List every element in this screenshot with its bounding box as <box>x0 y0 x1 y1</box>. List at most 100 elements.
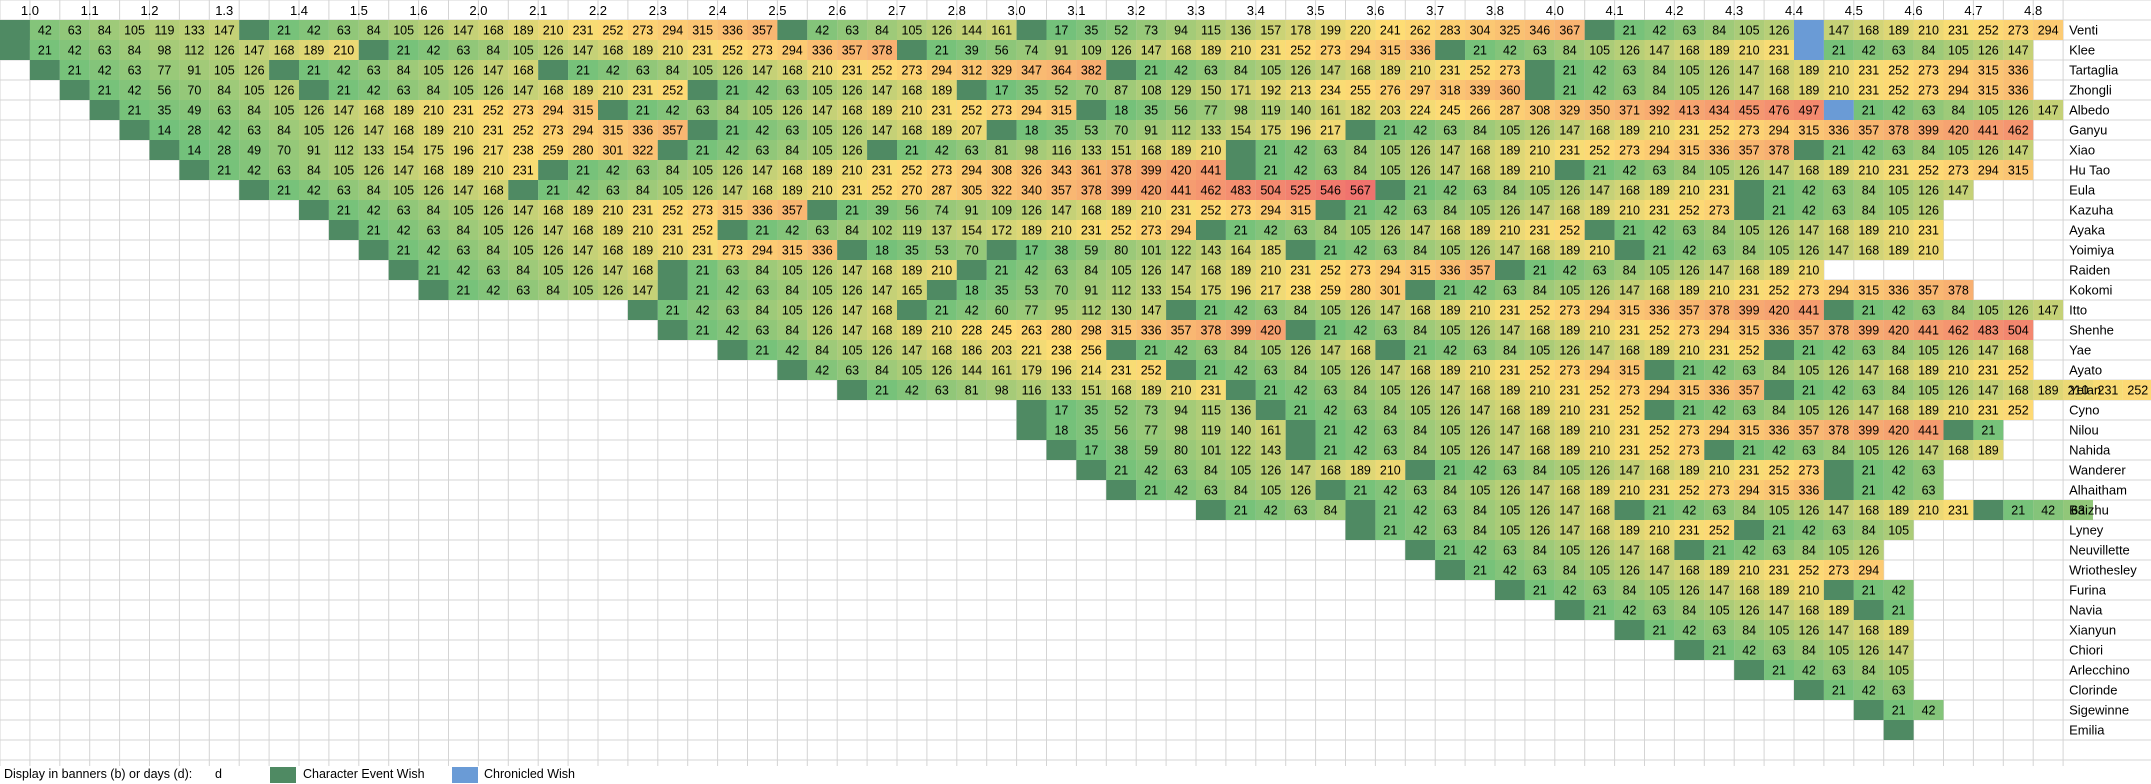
cell-value: 315 <box>1978 84 1999 98</box>
cell-value: 168 <box>393 124 414 138</box>
cell-value: 147 <box>1589 184 1610 198</box>
cell-value: 84 <box>1682 164 1696 178</box>
heat-cell <box>1614 20 1645 40</box>
event-wish-cell <box>1106 480 1137 500</box>
cell-value: 84 <box>1742 504 1756 518</box>
event-wish-cell <box>1225 380 1256 400</box>
cell-value: 133 <box>1051 384 1072 398</box>
cell-value: 168 <box>1410 304 1431 318</box>
heat-cell <box>2003 40 2034 60</box>
cell-value: 210 <box>1410 64 1431 78</box>
cell-value: 273 <box>692 204 713 218</box>
display-mode-value[interactable]: d <box>215 767 222 781</box>
cell-value: 21 <box>755 344 769 358</box>
heat-cell <box>1823 120 1854 140</box>
cell-value: 105 <box>453 204 474 218</box>
cell-value: 189 <box>1978 444 1999 458</box>
cell-value: 21 <box>1324 244 1338 258</box>
cell-value: 252 <box>1141 364 1162 378</box>
cell-value: 126 <box>423 24 444 38</box>
cell-value: 399 <box>1141 164 1162 178</box>
cell-value: 168 <box>1948 444 1969 458</box>
cell-value: 147 <box>1799 224 1820 238</box>
cell-value: 231 <box>1500 364 1521 378</box>
cell-value: 189 <box>1500 144 1521 158</box>
character-name: Wanderer <box>2069 463 2126 478</box>
cell-value: 28 <box>187 124 201 138</box>
heat-cell <box>328 20 359 40</box>
cell-value: 147 <box>513 204 534 218</box>
cell-value: 126 <box>483 84 504 98</box>
heat-cell <box>897 60 927 80</box>
cell-value: 63 <box>1324 144 1338 158</box>
heat-cell <box>1973 80 2004 100</box>
event-wish-cell <box>1225 160 1256 180</box>
cell-value: 168 <box>1081 204 1102 218</box>
cell-value: 63 <box>1294 504 1308 518</box>
cell-value: 378 <box>1828 324 1849 338</box>
cell-value: 252 <box>1320 264 1341 278</box>
cell-value: 21 <box>1623 24 1637 38</box>
cell-value: 70 <box>965 244 979 258</box>
cell-value: 84 <box>1772 404 1786 418</box>
heat-cell <box>717 40 748 60</box>
cell-value: 105 <box>1649 264 1670 278</box>
heat-cell <box>568 120 598 140</box>
cell-value: 105 <box>1320 304 1341 318</box>
cell-value: 38 <box>1114 444 1128 458</box>
cell-value: 210 <box>662 44 683 58</box>
cell-value: 63 <box>726 304 740 318</box>
cell-value: 172 <box>991 224 1012 238</box>
cell-value: 84 <box>1742 624 1756 638</box>
cell-value: 63 <box>217 104 231 118</box>
cell-value: 262 <box>1410 24 1431 38</box>
cell-value: 21 <box>1563 64 1577 78</box>
cell-value: 147 <box>1440 384 1461 398</box>
cell-value: 21 <box>1802 384 1816 398</box>
character-name: Yelan <box>2069 383 2101 398</box>
cell-value: 147 <box>902 344 923 358</box>
heat-cell <box>717 60 748 80</box>
heat-cell <box>867 40 897 60</box>
cell-value: 42 <box>606 64 620 78</box>
cell-value: 63 <box>337 184 351 198</box>
cell-value: 126 <box>1529 524 1550 538</box>
cell-value: 231 <box>483 124 504 138</box>
cell-value: 63 <box>1742 404 1756 418</box>
cell-value: 273 <box>1230 204 1251 218</box>
heat-cell <box>1584 60 1615 80</box>
heat-cell <box>1524 20 1555 40</box>
cell-value: 238 <box>1051 344 1072 358</box>
cell-value: 63 <box>1922 484 1936 498</box>
cell-value: 399 <box>1739 304 1760 318</box>
heat-cell <box>1704 20 1735 40</box>
cell-value: 252 <box>1619 404 1640 418</box>
cell-value: 273 <box>1141 224 1162 238</box>
cell-value: 168 <box>902 84 923 98</box>
cell-value: 217 <box>1260 284 1281 298</box>
heat-cell <box>358 100 389 120</box>
cell-value: 42 <box>217 124 231 138</box>
heat-cell <box>1106 40 1137 60</box>
heat-cell <box>239 120 270 140</box>
heat-cell <box>1883 20 1914 40</box>
cell-value: 147 <box>1739 84 1760 98</box>
cell-value: 84 <box>1862 184 1876 198</box>
event-wish-cell <box>777 20 808 40</box>
version-header: 3.1 <box>1067 3 1085 18</box>
cell-value: 294 <box>1709 324 1730 338</box>
cell-value: 21 <box>1324 444 1338 458</box>
cell-value: 189 <box>1769 584 1790 598</box>
cell-value: 70 <box>1084 84 1098 98</box>
cell-value: 147 <box>1410 224 1431 238</box>
heat-cell <box>1943 120 1974 140</box>
cell-value: 42 <box>1144 464 1158 478</box>
heat-cell <box>627 60 658 80</box>
cell-value: 168 <box>483 24 504 38</box>
cell-value: 63 <box>845 24 859 38</box>
cell-value: 399 <box>1858 324 1879 338</box>
cell-value: 112 <box>1171 124 1191 138</box>
cell-value: 231 <box>1081 224 1102 238</box>
character-name: Shenhe <box>2069 323 2114 338</box>
cell-value: 18 <box>965 284 979 298</box>
